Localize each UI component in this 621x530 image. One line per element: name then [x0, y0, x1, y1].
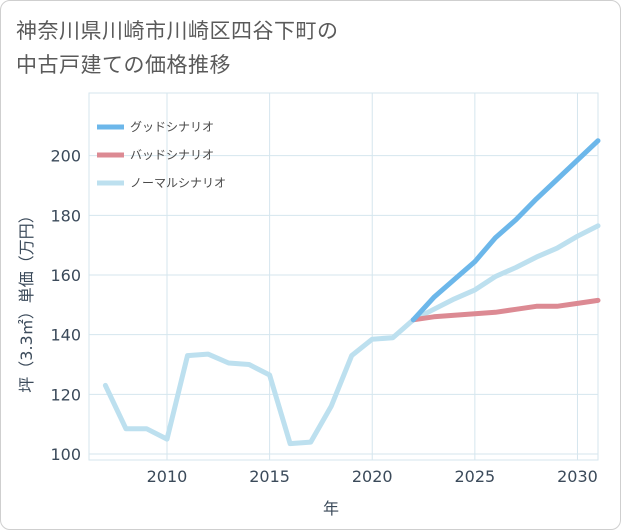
y-tick-label: 100 [50, 445, 81, 464]
y-axis-label: 坪（3.3㎡）単価（万円） [17, 207, 36, 392]
series-line-good [410, 138, 601, 323]
series-line-bad [410, 297, 601, 323]
x-axis-label: 年 [323, 499, 339, 518]
legend-label-good: グッドシナリオ [130, 120, 214, 134]
legend-label-normal: ノーマルシナリオ [130, 176, 226, 190]
axis-ticks: 100 120 140 160 180 200 2010 2015 2020 2025 2030 [50, 147, 597, 486]
x-tick-label: 2015 [249, 467, 290, 486]
plot-area-border [88, 92, 599, 461]
series-line-normal [102, 223, 601, 447]
y-tick-label: 140 [50, 326, 81, 345]
chart-title-line2: 中古戸建ての価格推移 [16, 53, 231, 77]
x-tick-label: 2010 [147, 467, 188, 486]
x-tick-label: 2025 [454, 467, 495, 486]
grid [88, 92, 599, 461]
y-tick-label: 120 [50, 385, 81, 404]
x-tick-label: 2030 [557, 467, 598, 486]
legend-label-bad: バッドシナリオ [130, 148, 214, 162]
y-tick-label: 160 [50, 266, 81, 285]
y-tick-label: 200 [50, 147, 81, 166]
x-tick-label: 2020 [352, 467, 393, 486]
chart-title-line1: 神奈川県川崎市川崎区四谷下町の [16, 19, 339, 43]
series-lines [102, 138, 601, 447]
y-tick-label: 180 [50, 206, 81, 225]
chart-title: 神奈川県川崎市川崎区四谷下町の 中古戸建ての価格推移 [16, 14, 576, 82]
